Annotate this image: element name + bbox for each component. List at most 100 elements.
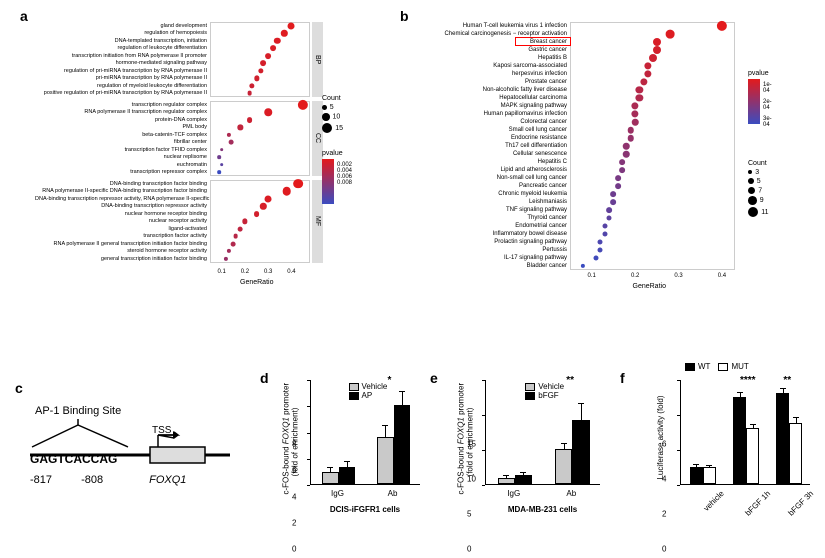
dotplot-row: Prolactin signaling pathway xyxy=(410,238,570,246)
dotplot-row: Small cell lung cancer xyxy=(410,126,570,134)
panel-c-diagram: AP-1 Binding Site TSS GAGTCACCAG -817 -8… xyxy=(30,405,230,486)
dotplot-row: pri-miRNA transcription by RNA polymeras… xyxy=(35,75,210,83)
dot xyxy=(265,195,272,202)
dotplot-row: hormone-mediated signaling pathway xyxy=(35,60,210,68)
panel-b-label: b xyxy=(400,8,409,24)
dot xyxy=(233,234,238,239)
dot xyxy=(628,135,635,142)
panel-c-label: c xyxy=(15,380,23,396)
pathway-label: Th17 cell differentiation xyxy=(410,143,570,149)
x-axis-label: GeneRatio xyxy=(633,283,666,290)
dot xyxy=(602,232,607,237)
dotplot-row: Cellular senescence xyxy=(410,150,570,158)
term-label: nuclear replisome xyxy=(35,154,210,160)
term-label: fibrillar center xyxy=(35,139,210,145)
pathway-label: Chemical carcinogenesis − receptor activ… xyxy=(410,31,570,37)
pathway-label: Endocrine resistance xyxy=(410,135,570,141)
significance-marker: ** xyxy=(783,375,791,386)
term-label: pri-miRNA transcription by RNA polymeras… xyxy=(35,75,210,81)
y-axis-label: Luciferase activity (fold) xyxy=(656,385,665,490)
dot xyxy=(254,211,260,217)
y-tick: 0 xyxy=(662,545,822,554)
dotplot-row: herpesvirus infection xyxy=(410,70,570,78)
panel-a-label: a xyxy=(20,8,28,24)
pathway-label: Pancreatic cancer xyxy=(410,183,570,189)
dotplot-row: regulation of leukocyte differentiation xyxy=(35,45,210,53)
dotplot-row: transcription repressor complex xyxy=(35,169,210,177)
dot xyxy=(653,46,661,54)
dotplot-row: Non-small cell lung cancer xyxy=(410,174,570,182)
x-axis-label: DCIS-iFGFR1 cells xyxy=(310,505,420,514)
x-tick: Ab xyxy=(566,489,576,498)
bar-legend: VehiclebFGF xyxy=(525,382,564,400)
pathway-label: Colorectal cancer xyxy=(410,119,570,125)
dotplot-row: Inflammatory bowel disease xyxy=(410,230,570,238)
dotplot-row: Lipid and atherosclerosis xyxy=(410,166,570,174)
x-tick: 0.2 xyxy=(631,273,639,279)
pathway-label: Non-alcoholic fatty liver disease xyxy=(410,87,570,93)
dotplot-row: transcription factor TFIID complex xyxy=(35,146,210,154)
significance-marker: **** xyxy=(740,375,756,386)
pathway-label: IL-17 signaling pathway xyxy=(410,255,570,261)
pathway-label: Leishmaniasis xyxy=(410,199,570,205)
term-label: RNA polymerase II-specific DNA-binding t… xyxy=(35,188,210,194)
dotplot-row: Hepatocellular carcinoma xyxy=(410,94,570,102)
pathway-label: Bladder cancer xyxy=(410,263,570,269)
term-label: PML body xyxy=(35,124,210,130)
dot xyxy=(653,38,661,46)
legend-pval-title: pvalue xyxy=(322,150,343,157)
dotplot-row: DNA-binding transcription factor binding xyxy=(35,180,210,188)
x-tick: 0.3 xyxy=(264,269,272,275)
dot xyxy=(649,54,657,62)
dotplot-row: Hepatitis B xyxy=(410,54,570,62)
term-label: ligand-activated xyxy=(35,226,210,232)
highlight-box xyxy=(515,37,571,46)
dotplot-row: Kaposi sarcoma-associated xyxy=(410,62,570,70)
panel-e-label: e xyxy=(430,370,438,386)
pathway-label: Prolactin signaling pathway xyxy=(410,239,570,245)
pathway-label: Cellular senescence xyxy=(410,151,570,157)
dot xyxy=(619,167,625,173)
dotplot-row: transcription regulator complex xyxy=(35,101,210,109)
pathway-label: Lipid and atherosclerosis xyxy=(410,167,570,173)
dot xyxy=(598,240,603,245)
dotplot-row: general transcription initiation factor … xyxy=(35,255,210,263)
gene-name: FOXQ1 xyxy=(149,474,186,486)
dotplot-row: RNA polymerase II transcription regulato… xyxy=(35,109,210,117)
term-label: gland development xyxy=(35,23,210,29)
dotplot-row: Prostate cancer xyxy=(410,78,570,86)
x-tick: 0.2 xyxy=(241,269,249,275)
dotplot-row: fibrillar center xyxy=(35,139,210,147)
pathway-label: Hepatocellular carcinoma xyxy=(410,95,570,101)
dot xyxy=(265,53,271,59)
legend-count-title-b: Count xyxy=(748,160,769,167)
y-axis-label: c-FOS-bound FOXQ1 promoter(fold of enric… xyxy=(281,389,299,494)
term-label: transcription initiation from RNA polyme… xyxy=(35,53,210,59)
dot xyxy=(229,140,234,145)
pathway-label: Human papillomavirus infection xyxy=(410,111,570,117)
dot xyxy=(623,143,630,150)
y-tick: 2 xyxy=(292,518,432,527)
term-label: hormone-mediated signaling pathway xyxy=(35,60,210,66)
x-tick: IgG xyxy=(507,489,520,498)
panel-f-chart: 0246vehiclebFGF 1hbFGF 3h******Luciferas… xyxy=(650,380,825,545)
pathway-label: Pertussis xyxy=(410,247,570,253)
dot xyxy=(270,45,276,51)
dotplot-row: positive regulation of pri-miRNA transcr… xyxy=(35,90,210,98)
term-label: regulation of pri-miRNA transcription by… xyxy=(35,68,210,74)
ap1-site-label: AP-1 Binding Site xyxy=(35,405,230,417)
dot xyxy=(611,199,617,205)
dot xyxy=(238,226,243,231)
y-tick: 0 xyxy=(467,545,612,554)
dotplot-row: Endocrine resistance xyxy=(410,134,570,142)
panel-a-count-legend: Count 51015 xyxy=(322,95,343,135)
term-label: RNA polymerase II transcription regulato… xyxy=(35,109,210,115)
dot xyxy=(632,119,639,126)
dot xyxy=(217,170,221,174)
term-label: RNA polymerase II general transcription … xyxy=(35,241,210,247)
term-label: euchromatin xyxy=(35,162,210,168)
dot xyxy=(619,159,625,165)
bar-legend: VehicleAP xyxy=(349,382,388,400)
term-label: DNA-binding transcription repressor acti… xyxy=(35,203,210,209)
panel-a-pval-legend: pvalue 0.0020.0040.0060.008 xyxy=(322,150,343,206)
